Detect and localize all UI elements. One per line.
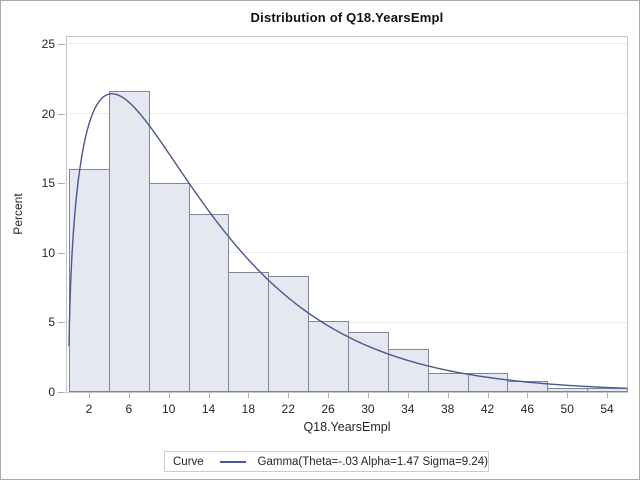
x-tick-2 bbox=[88, 393, 90, 398]
x-tick-label-38: 38 bbox=[440, 402, 455, 416]
x-tick-label-2: 2 bbox=[85, 402, 93, 416]
x-tick-18 bbox=[248, 393, 250, 398]
x-tick-10 bbox=[168, 393, 170, 398]
x-tick-26 bbox=[328, 393, 330, 398]
histogram-bar-2 bbox=[69, 169, 110, 392]
y-tick-10 bbox=[58, 252, 65, 254]
x-tick-54 bbox=[607, 393, 609, 398]
x-tick-label-50: 50 bbox=[560, 402, 574, 416]
y-tick-15 bbox=[58, 183, 65, 185]
histogram-bar-46 bbox=[507, 380, 549, 392]
y-tick-25 bbox=[58, 43, 65, 45]
y-tick-label-25: 25 bbox=[41, 36, 55, 51]
x-tick-label-14: 14 bbox=[201, 402, 216, 416]
x-tick-label-30: 30 bbox=[361, 402, 375, 416]
legend-title: Curve bbox=[173, 455, 204, 468]
x-tick-label-22: 22 bbox=[281, 402, 295, 416]
y-tick-20 bbox=[58, 113, 65, 115]
x-tick-38 bbox=[447, 393, 449, 398]
x-tick-50 bbox=[567, 393, 569, 398]
x-tick-34 bbox=[407, 393, 409, 398]
histogram-bar-22 bbox=[268, 276, 310, 392]
gridline-25 bbox=[67, 43, 627, 45]
histogram-bar-50 bbox=[547, 387, 589, 392]
x-tick-label-34: 34 bbox=[401, 402, 415, 416]
x-tick-label-10: 10 bbox=[161, 402, 176, 416]
histogram-bar-38 bbox=[427, 372, 469, 392]
x-tick-label-18: 18 bbox=[241, 402, 256, 416]
y-tick-5 bbox=[58, 322, 65, 324]
y-tick-label-20: 20 bbox=[41, 106, 55, 121]
chart-title: Distribution of Q18.YearsEmpl bbox=[250, 10, 444, 25]
x-tick-6 bbox=[128, 393, 130, 398]
histogram-bar-30 bbox=[348, 332, 389, 392]
histogram-bar-10 bbox=[148, 183, 190, 392]
gridline-20 bbox=[67, 113, 627, 115]
y-tick-label-5: 5 bbox=[48, 315, 55, 330]
x-tick-22 bbox=[288, 393, 290, 398]
x-tick-label-26: 26 bbox=[321, 402, 335, 416]
histogram-bar-34 bbox=[387, 348, 429, 392]
x-tick-30 bbox=[367, 393, 369, 398]
x-tick-14 bbox=[208, 393, 210, 398]
x-axis-title: Q18.YearsEmpl bbox=[303, 420, 391, 434]
x-tick-label-54: 54 bbox=[600, 402, 614, 416]
histogram-bar-42 bbox=[467, 372, 509, 392]
y-tick-label-10: 10 bbox=[41, 245, 55, 260]
histogram-bar-54 bbox=[587, 387, 628, 392]
x-tick-label-42: 42 bbox=[480, 402, 495, 416]
histogram-bar-18 bbox=[228, 272, 270, 392]
y-tick-label-15: 15 bbox=[41, 176, 55, 191]
x-tick-46 bbox=[527, 393, 529, 398]
histogram-bar-14 bbox=[188, 213, 230, 392]
x-tick-42 bbox=[487, 393, 489, 398]
histogram-bar-26 bbox=[308, 321, 349, 392]
legend: Curve Gamma(Theta=-.03 Alpha=1.47 Sigma=… bbox=[164, 451, 489, 472]
y-tick-label-0: 0 bbox=[48, 385, 55, 399]
x-tick-label-46: 46 bbox=[520, 402, 535, 416]
histogram-bar-6 bbox=[108, 91, 150, 392]
x-tick-label-6: 6 bbox=[125, 402, 133, 416]
legend-curve-entry: Gamma(Theta=-.03 Alpha=1.47 Sigma=9.24) bbox=[257, 455, 488, 468]
plot-area bbox=[66, 36, 628, 393]
y-tick-0 bbox=[58, 392, 65, 393]
legend-curve-swatch bbox=[219, 460, 246, 463]
